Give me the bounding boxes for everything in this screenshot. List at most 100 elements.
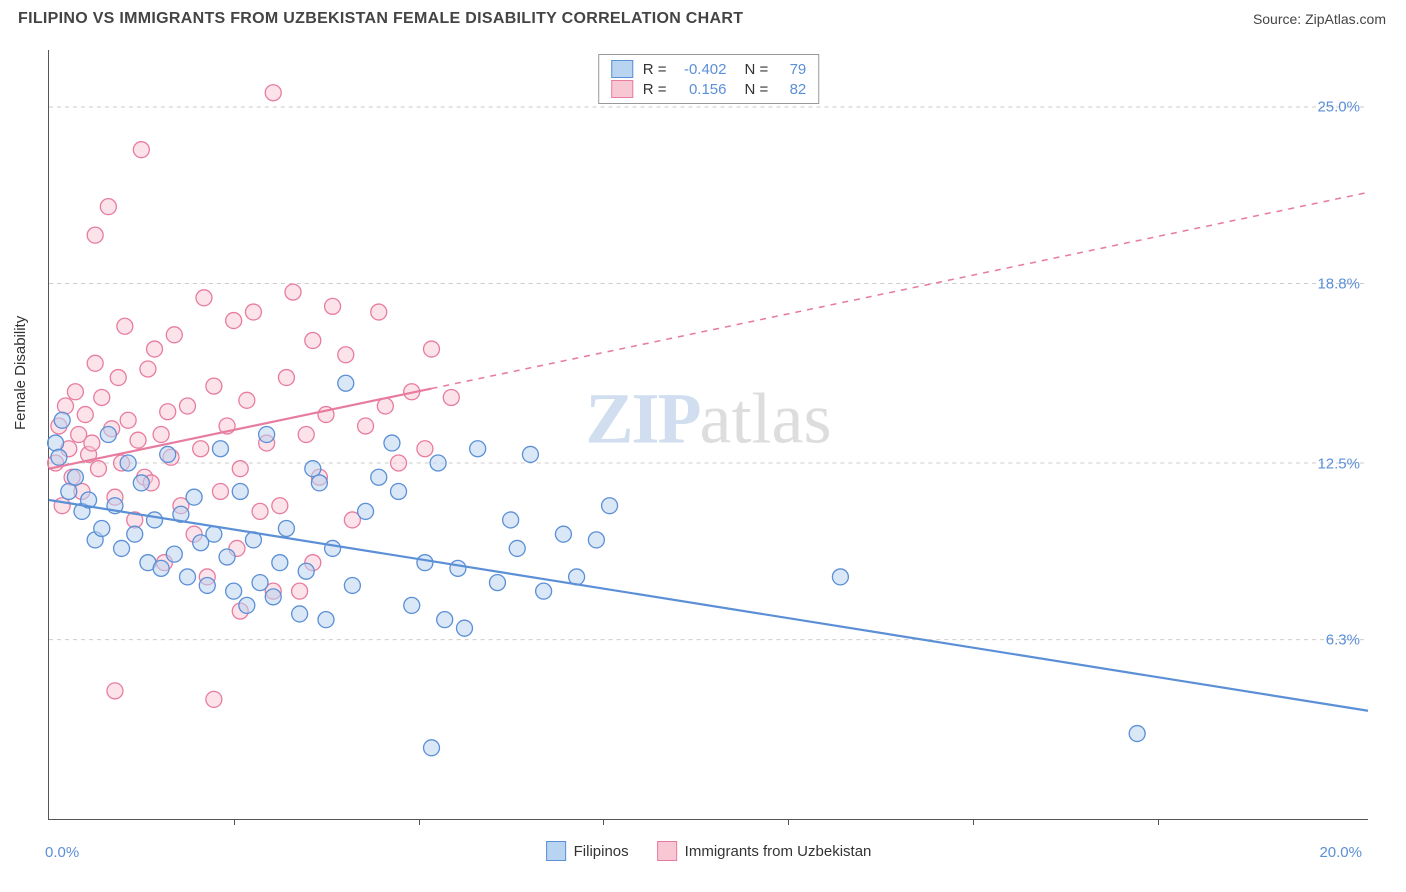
x-tick-mark [419, 819, 420, 825]
data-point [371, 469, 387, 485]
data-point [94, 389, 110, 405]
data-point [522, 446, 538, 462]
legend-item-pink: Immigrants from Uzbekistan [657, 841, 872, 861]
data-point [265, 85, 281, 101]
stats-row-pink: R = 0.156 N = 82 [611, 79, 807, 99]
data-point [305, 461, 321, 477]
y-tick-label: 25.0% [1317, 99, 1360, 116]
data-point [536, 583, 552, 599]
chart-plot-area: ZIPatlas R = -0.402 N = 79 R = 0.156 N =… [48, 50, 1368, 820]
data-point [265, 589, 281, 605]
data-point [311, 475, 327, 491]
y-tick-label: 18.8% [1317, 275, 1360, 292]
data-point [602, 498, 618, 514]
source-attribution: Source: ZipAtlas.com [1253, 11, 1386, 27]
data-point [212, 483, 228, 499]
data-point [450, 560, 466, 576]
data-point [160, 446, 176, 462]
data-point [166, 327, 182, 343]
data-point [259, 427, 275, 443]
data-point [278, 370, 294, 386]
data-point [153, 560, 169, 576]
data-point [503, 512, 519, 528]
data-point [61, 483, 77, 499]
data-point [48, 435, 64, 451]
data-point [186, 489, 202, 505]
page-title: FILIPINO VS IMMIGRANTS FROM UZBEKISTAN F… [18, 10, 743, 28]
data-point [133, 475, 149, 491]
data-point [147, 512, 163, 528]
data-point [430, 455, 446, 471]
data-point [437, 612, 453, 628]
data-point [404, 597, 420, 613]
y-axis-label: Female Disability [12, 316, 29, 430]
legend-item-blue: Filipinos [546, 841, 629, 861]
y-tick-label: 12.5% [1317, 455, 1360, 472]
data-point [272, 498, 288, 514]
x-tick-mark [1158, 819, 1159, 825]
x-axis-start: 0.0% [45, 844, 79, 861]
data-point [338, 347, 354, 363]
data-point [272, 555, 288, 571]
data-point [133, 142, 149, 158]
data-point [391, 483, 407, 499]
data-point [509, 540, 525, 556]
data-point [130, 432, 146, 448]
data-point [358, 503, 374, 519]
x-tick-mark [603, 819, 604, 825]
data-point [298, 563, 314, 579]
x-tick-mark [788, 819, 789, 825]
data-point [94, 520, 110, 536]
data-point [120, 455, 136, 471]
data-point [305, 333, 321, 349]
stats-swatch-blue [611, 60, 633, 78]
data-point [90, 461, 106, 477]
data-point [100, 427, 116, 443]
data-point [147, 341, 163, 357]
data-point [117, 318, 133, 334]
trend-line-extrapolated [432, 192, 1368, 388]
data-point [84, 435, 100, 451]
data-point [443, 389, 459, 405]
y-tick-label: 6.3% [1326, 632, 1360, 649]
data-point [252, 503, 268, 519]
data-point [239, 597, 255, 613]
data-point [196, 290, 212, 306]
data-point [67, 384, 83, 400]
x-axis-end: 20.0% [1319, 844, 1362, 861]
data-point [206, 378, 222, 394]
stats-swatch-pink [611, 80, 633, 98]
data-point [51, 449, 67, 465]
data-point [180, 398, 196, 414]
data-point [424, 341, 440, 357]
data-point [110, 370, 126, 386]
data-point [206, 691, 222, 707]
data-point [206, 526, 222, 542]
stats-row-blue: R = -0.402 N = 79 [611, 59, 807, 79]
data-point [292, 606, 308, 622]
data-point [67, 469, 83, 485]
data-point [278, 520, 294, 536]
data-point [87, 355, 103, 371]
data-point [417, 555, 433, 571]
x-tick-mark [973, 819, 974, 825]
data-point [384, 435, 400, 451]
data-point [325, 298, 341, 314]
legend: Filipinos Immigrants from Uzbekistan [546, 841, 872, 861]
data-point [239, 392, 255, 408]
data-point [140, 361, 156, 377]
legend-swatch-pink [657, 841, 677, 861]
data-point [456, 620, 472, 636]
data-point [371, 304, 387, 320]
data-point [193, 441, 209, 457]
data-point [219, 549, 235, 565]
legend-swatch-blue [546, 841, 566, 861]
data-point [489, 575, 505, 591]
data-point [114, 540, 130, 556]
data-point [54, 412, 70, 428]
data-point [358, 418, 374, 434]
data-point [232, 483, 248, 499]
data-point [391, 455, 407, 471]
data-point [252, 575, 268, 591]
data-point [424, 740, 440, 756]
